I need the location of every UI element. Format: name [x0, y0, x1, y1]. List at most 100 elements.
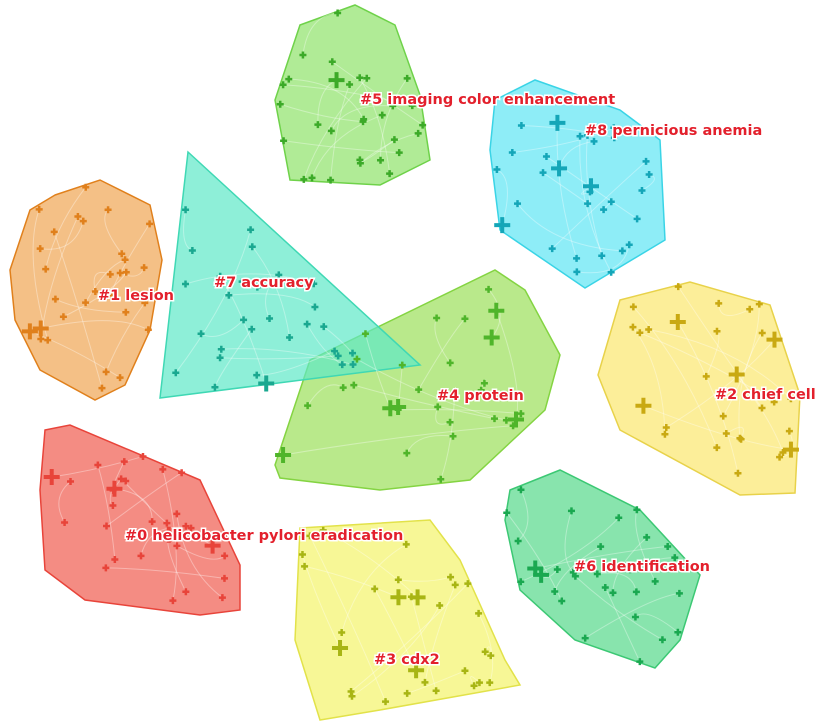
node: [645, 326, 653, 334]
node: [378, 111, 386, 119]
node: [276, 100, 284, 108]
cluster-nodes: [21, 9, 799, 706]
node: [332, 639, 349, 656]
link: [579, 136, 612, 273]
node: [581, 634, 589, 642]
node: [389, 102, 397, 110]
link: [629, 557, 675, 571]
node: [390, 136, 398, 144]
node: [303, 320, 311, 328]
node: [44, 336, 52, 344]
link: [612, 536, 648, 593]
node: [415, 386, 423, 394]
cluster-label: #2 chief cell: [715, 387, 816, 403]
link: [303, 77, 368, 180]
node: [298, 551, 306, 559]
node: [446, 359, 454, 367]
node: [51, 295, 59, 303]
node: [451, 391, 459, 399]
node: [475, 609, 483, 617]
node: [311, 303, 319, 311]
cluster-label: #7 accuracy: [214, 275, 314, 291]
link: [575, 575, 663, 641]
cluster-1-hull: [9, 179, 163, 401]
link: [280, 103, 364, 123]
node: [116, 269, 124, 277]
link: [380, 78, 408, 161]
node: [238, 278, 246, 286]
link: [648, 329, 792, 400]
node: [719, 412, 727, 420]
link: [418, 318, 466, 390]
node: [573, 254, 581, 262]
node: [434, 403, 442, 411]
node: [21, 323, 38, 340]
node: [632, 588, 640, 596]
link: [521, 125, 615, 139]
link: [374, 588, 417, 671]
node: [643, 533, 651, 541]
link: [478, 613, 494, 683]
cluster-6-hull: [504, 469, 701, 669]
node: [146, 220, 154, 228]
node: [483, 329, 500, 346]
node: [37, 335, 45, 343]
node: [102, 564, 110, 572]
node: [121, 256, 129, 264]
node: [403, 74, 411, 82]
node: [645, 170, 653, 178]
node: [106, 480, 123, 497]
node: [42, 265, 50, 273]
node: [253, 283, 261, 291]
link: [604, 587, 641, 662]
node: [218, 594, 226, 602]
node: [266, 315, 274, 323]
node: [447, 573, 455, 581]
cluster-7-hull: [159, 150, 422, 399]
node: [94, 461, 102, 469]
node: [403, 449, 411, 457]
node: [240, 316, 248, 324]
node: [629, 303, 637, 311]
node: [558, 597, 566, 605]
node: [348, 692, 356, 700]
link: [176, 513, 223, 598]
node: [567, 507, 575, 515]
node: [390, 589, 407, 606]
node: [36, 245, 44, 253]
node: [258, 375, 275, 392]
node: [746, 305, 754, 313]
link: [554, 546, 601, 592]
node: [755, 300, 763, 308]
node: [486, 679, 494, 687]
link: [551, 160, 647, 250]
node: [306, 532, 314, 540]
link: [398, 576, 451, 582]
cluster-hulls: [9, 4, 801, 721]
node: [651, 577, 659, 585]
node: [618, 247, 626, 255]
link: [185, 273, 314, 285]
node: [356, 156, 364, 164]
link: [304, 565, 399, 598]
link: [517, 489, 529, 542]
node: [451, 581, 459, 589]
node: [327, 176, 335, 184]
node: [508, 148, 516, 156]
node: [722, 430, 730, 438]
node: [631, 613, 639, 621]
link: [440, 394, 456, 480]
node: [421, 678, 429, 686]
node: [248, 243, 256, 251]
node: [98, 384, 106, 392]
link: [104, 209, 123, 255]
cluster-label: #1 lesion: [98, 288, 174, 304]
node: [487, 652, 495, 660]
node: [300, 175, 308, 183]
node: [122, 268, 130, 276]
link: [175, 229, 252, 374]
node: [107, 291, 115, 299]
link: [470, 676, 480, 686]
cluster-label: #0 helicobacter pylori eradication: [125, 528, 403, 544]
node: [182, 522, 190, 530]
